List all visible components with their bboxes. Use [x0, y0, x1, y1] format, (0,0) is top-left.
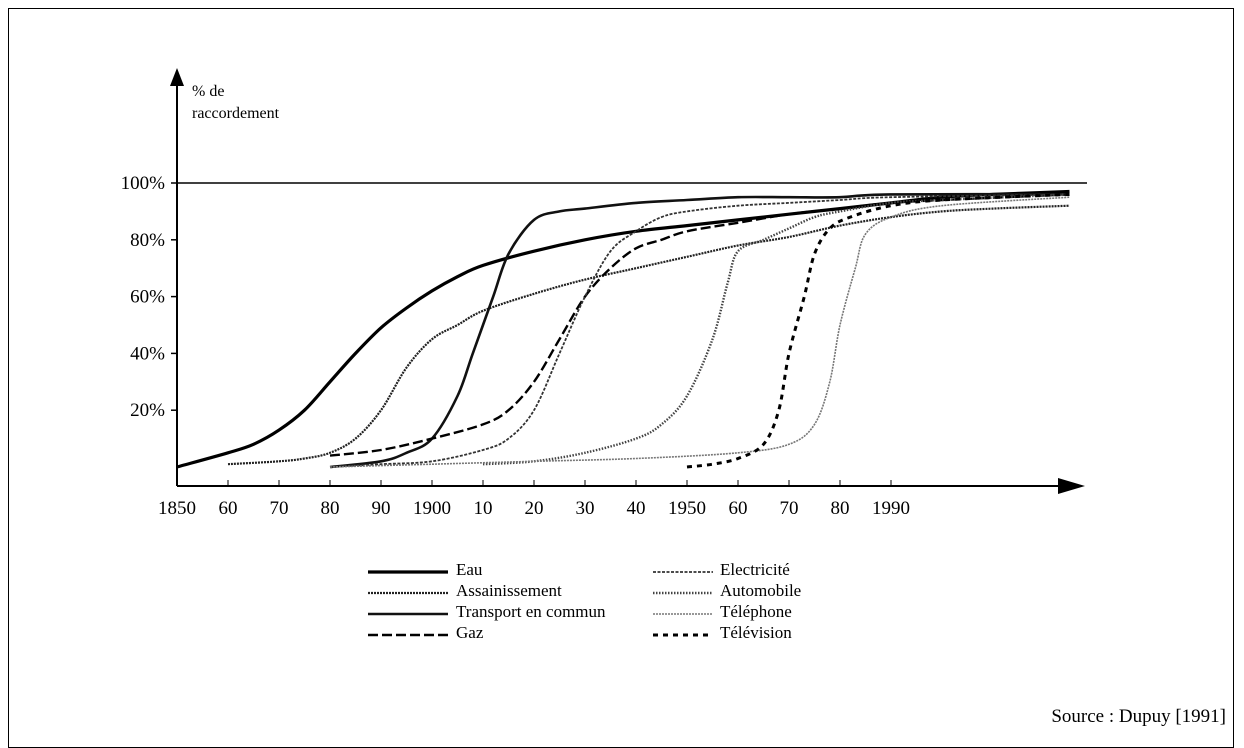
x-tick-label: 90	[372, 498, 391, 519]
x-tick-label: 30	[576, 498, 595, 519]
series-line-5	[482, 193, 1070, 466]
y-tick-label: 100%	[121, 173, 166, 194]
x-tick-label: 20	[525, 498, 544, 519]
x-tick-label: 1950	[668, 498, 706, 519]
series-line-4	[329, 193, 1070, 468]
legend-label: Electricité	[720, 560, 790, 579]
x-tick-label: 80	[831, 498, 850, 519]
legend-label: Transport en commun	[456, 602, 606, 621]
series-line-3	[329, 193, 1070, 457]
y-tick-label: 40%	[130, 343, 165, 364]
legend-label: Télévision	[720, 623, 792, 642]
x-tick-label: 1990	[872, 498, 910, 519]
source-note: Source : Dupuy [1991]	[1051, 706, 1226, 727]
series-line-2	[329, 192, 1070, 469]
legend-label: Gaz	[456, 623, 484, 642]
series-line-7	[686, 192, 1070, 469]
series-lines	[176, 189, 1070, 469]
x-tick-label: 10	[474, 498, 493, 519]
chart: % de raccordement 20% 40% 60% 80% 100% 1850 6…	[121, 68, 1087, 642]
series-line-6	[329, 196, 1070, 468]
x-tick-label: 80	[321, 498, 340, 519]
y-axis-arrow	[170, 68, 184, 86]
y-axis-title-line1: % de	[192, 83, 224, 100]
x-axis-arrow	[1058, 478, 1085, 494]
x-tick-label: 60	[219, 498, 238, 519]
figure-frame	[8, 8, 1234, 748]
y-axis-title-line2: raccordement	[192, 105, 280, 122]
x-tick-label: 70	[780, 498, 799, 519]
x-tick-label: 70	[270, 498, 289, 519]
x-tick-label: 1850	[158, 498, 196, 519]
legend-label: Eau	[456, 560, 483, 579]
y-tick-label: 20%	[130, 400, 165, 421]
legend-label: Automobile	[720, 581, 801, 600]
legend-label: Assainissement	[456, 581, 562, 600]
x-tick-label: 1900	[413, 498, 451, 519]
series-line-0	[176, 189, 1070, 469]
x-tick-label: 60	[729, 498, 748, 519]
legend: Eau Assainissement Transport en commun Gaz E…	[368, 560, 801, 642]
series-line-1	[227, 204, 1070, 466]
y-tick-label: 80%	[130, 230, 165, 251]
legend-label: Téléphone	[720, 602, 792, 621]
x-ticks: 1850 60 70 80 90 1900 10 20 30 40 1950 60 70 80 1990	[158, 480, 910, 519]
y-tick-label: 60%	[130, 287, 165, 308]
x-tick-label: 40	[627, 498, 646, 519]
y-ticks: 20% 40% 60% 80% 100%	[121, 173, 177, 421]
